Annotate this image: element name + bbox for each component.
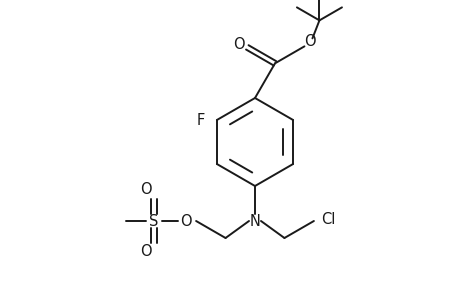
Text: N: N	[249, 214, 260, 229]
Text: S: S	[149, 214, 158, 229]
Text: O: O	[303, 34, 314, 49]
Text: O: O	[140, 182, 151, 197]
Text: Cl: Cl	[320, 212, 334, 226]
Text: O: O	[180, 214, 191, 229]
Text: O: O	[233, 37, 245, 52]
Text: F: F	[196, 112, 205, 128]
Text: O: O	[140, 244, 151, 260]
